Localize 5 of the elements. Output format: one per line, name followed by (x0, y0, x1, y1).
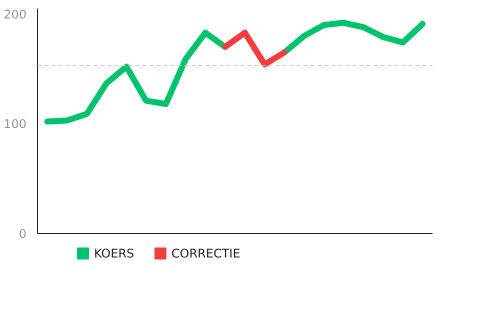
y-tick-label: 100 (4, 117, 26, 132)
legend-label: CORRECTIE (171, 246, 240, 260)
y-tick-label: 0 (18, 227, 27, 241)
legend-label: KOERS (94, 246, 134, 260)
y-tick-label: 200 (4, 7, 26, 22)
